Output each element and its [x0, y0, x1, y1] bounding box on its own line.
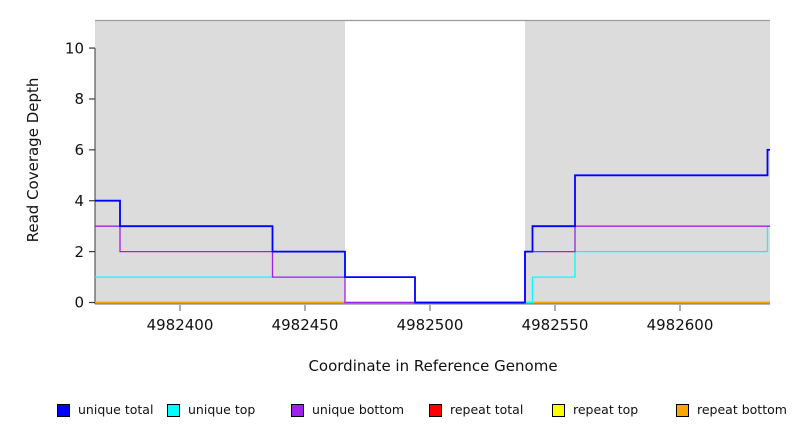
y-axis-title-group: Read Coverage Depth — [24, 78, 42, 243]
shaded-region — [95, 20, 345, 304]
x-tick-label: 4982600 — [647, 316, 714, 334]
x-tick-label: 4982400 — [147, 316, 214, 334]
y-tick-label: 10 — [65, 39, 84, 57]
series-line-unique-bottom — [95, 225, 770, 304]
y-tick-label: 8 — [74, 90, 84, 108]
x-tick-label: 4982550 — [522, 316, 589, 334]
y-tick-label: 4 — [74, 192, 84, 210]
y-tick-label: 6 — [74, 141, 84, 159]
x-axis-title: Coordinate in Reference Genome — [308, 357, 557, 375]
y-tick-label: 0 — [74, 294, 84, 312]
shaded-region — [525, 20, 770, 304]
x-tick-label: 4982500 — [397, 316, 464, 334]
y-tick-label: 2 — [74, 243, 84, 261]
series-line-unique-total — [95, 148, 770, 304]
y-axis-title: Read Coverage Depth — [24, 78, 42, 243]
x-tick-label: 4982450 — [272, 316, 339, 334]
